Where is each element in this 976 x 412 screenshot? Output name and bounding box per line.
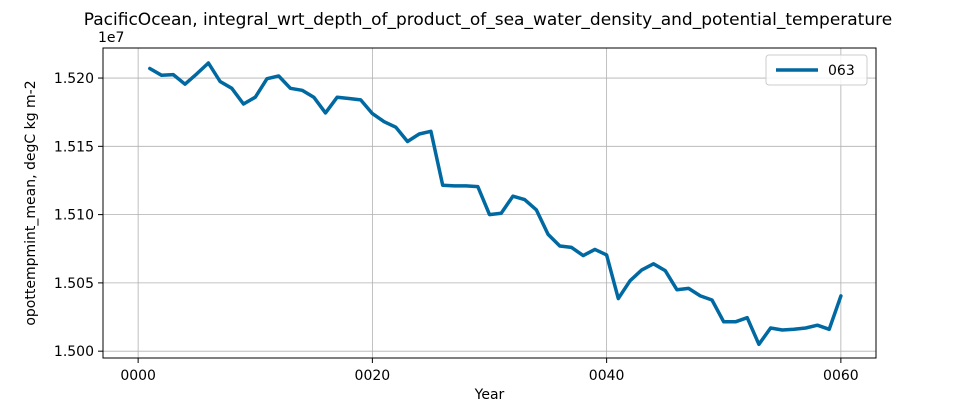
data-point bbox=[570, 246, 573, 249]
data-point bbox=[371, 112, 374, 115]
y-tick-label: 1.515 bbox=[54, 139, 94, 155]
x-axis-label: Year bbox=[474, 387, 505, 403]
y-tick-label: 1.505 bbox=[54, 276, 94, 292]
grid bbox=[103, 48, 876, 358]
data-point bbox=[523, 198, 526, 201]
axis-ticks: 0000 0020 0040 0060 1.500 1.505 1.510 1.515 1.52… bbox=[54, 71, 859, 384]
data-point bbox=[418, 132, 421, 136]
data-point bbox=[664, 269, 667, 272]
data-point bbox=[160, 74, 163, 77]
data-point bbox=[382, 120, 386, 123]
data-point bbox=[336, 96, 339, 99]
data-point bbox=[148, 67, 151, 70]
data-point bbox=[242, 102, 245, 106]
data-point bbox=[640, 268, 643, 272]
data-point bbox=[347, 97, 351, 100]
x-tick-label: 0040 bbox=[589, 368, 625, 384]
data-point bbox=[265, 77, 269, 80]
legend: 063 bbox=[765, 54, 868, 86]
data-point bbox=[828, 328, 831, 331]
data-point bbox=[699, 294, 702, 298]
data-point bbox=[769, 326, 772, 330]
data-point bbox=[792, 328, 796, 331]
data-point bbox=[488, 213, 491, 216]
data-point bbox=[535, 208, 538, 211]
data-point bbox=[652, 262, 655, 265]
data-point bbox=[289, 87, 292, 90]
data-point bbox=[277, 74, 280, 78]
y-tick-label: 1.510 bbox=[54, 208, 94, 224]
x-tick-label: 0060 bbox=[823, 368, 859, 384]
data-point bbox=[218, 80, 222, 83]
series-layer bbox=[148, 61, 843, 347]
y-axis-label: opottempmint_mean, degC kg m-2 bbox=[23, 80, 39, 325]
data-point bbox=[593, 248, 597, 251]
data-point bbox=[746, 316, 749, 319]
data-point bbox=[605, 253, 608, 257]
data-point bbox=[254, 96, 257, 99]
data-point bbox=[441, 184, 444, 187]
data-point bbox=[183, 83, 187, 86]
data-point bbox=[464, 184, 468, 188]
data-point bbox=[628, 279, 632, 282]
series-line-063 bbox=[148, 61, 843, 347]
data-point bbox=[359, 98, 362, 102]
data-point bbox=[710, 298, 714, 302]
data-point bbox=[394, 126, 397, 129]
x-tick-label: 0020 bbox=[355, 368, 391, 384]
y-tick-label: 1.520 bbox=[54, 71, 94, 87]
data-point bbox=[722, 320, 725, 323]
data-point bbox=[687, 287, 690, 290]
plot-frame bbox=[102, 47, 877, 359]
data-point bbox=[816, 324, 819, 327]
data-point bbox=[230, 87, 233, 90]
data-point bbox=[312, 96, 315, 99]
data-point bbox=[511, 195, 515, 198]
data-point bbox=[546, 233, 550, 236]
data-point bbox=[476, 185, 479, 188]
data-point bbox=[558, 244, 561, 248]
data-point bbox=[453, 184, 456, 188]
data-point bbox=[804, 326, 807, 330]
data-point bbox=[406, 140, 409, 143]
data-point bbox=[839, 294, 843, 298]
chart-title: PacificOcean, integral_wrt_depth_of_prod… bbox=[84, 10, 892, 30]
y-offset-label: 1e7 bbox=[98, 30, 124, 46]
data-point bbox=[675, 288, 679, 291]
x-tick-label: 0000 bbox=[120, 368, 156, 384]
data-point bbox=[582, 254, 585, 257]
data-point bbox=[172, 73, 175, 76]
data-point bbox=[300, 89, 304, 92]
y-tick-label: 1.500 bbox=[54, 344, 94, 360]
data-point bbox=[207, 61, 210, 65]
data-point bbox=[781, 328, 784, 332]
data-point bbox=[757, 343, 761, 346]
data-point bbox=[734, 320, 737, 323]
data-point bbox=[429, 130, 433, 133]
data-point bbox=[324, 111, 327, 115]
data-point bbox=[617, 297, 620, 300]
legend-label: 063 bbox=[828, 63, 855, 79]
data-point bbox=[500, 212, 503, 215]
data-point bbox=[195, 72, 198, 76]
